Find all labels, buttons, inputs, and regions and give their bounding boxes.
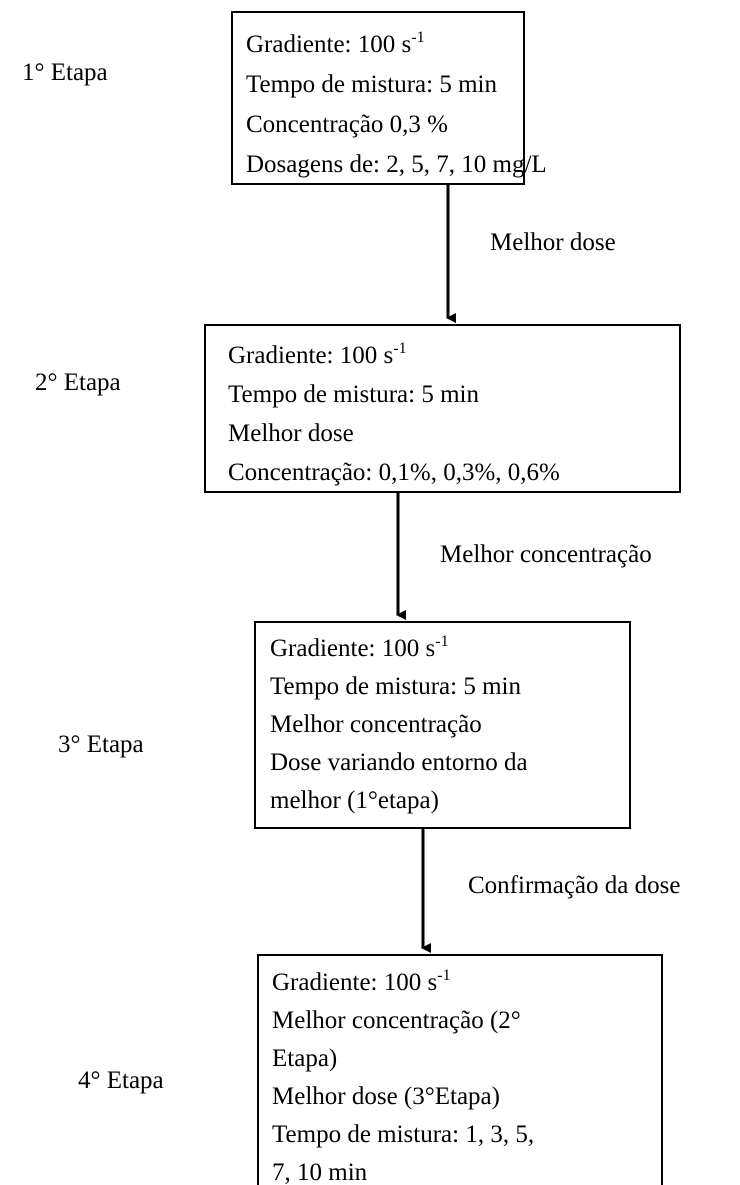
step-line-text: Gradiente: 100 s bbox=[246, 31, 411, 58]
step-line: Gradiente: 100 s-1 bbox=[246, 29, 425, 58]
transition-label: Melhor concentração bbox=[440, 541, 652, 568]
step-line: Melhor dose (3°Etapa) bbox=[272, 1083, 500, 1110]
step-line: melhor (1°etapa) bbox=[270, 787, 439, 814]
step-box bbox=[257, 954, 663, 1185]
step-label: 4° Etapa bbox=[78, 1067, 164, 1094]
step-line-text: Gradiente: 100 s bbox=[228, 342, 393, 369]
step-line: Tempo de mistura: 5 min bbox=[246, 71, 497, 98]
step-line: Tempo de mistura: 5 min bbox=[228, 381, 479, 408]
step-label: 3° Etapa bbox=[58, 731, 144, 758]
step-line-text: Gradiente: 100 s bbox=[272, 969, 437, 996]
transition-label: Confirmação da dose bbox=[468, 872, 680, 899]
step-line-text: Gradiente: 100 s bbox=[270, 635, 435, 662]
step-line: Tempo de mistura: 1, 3, 5, bbox=[272, 1121, 534, 1148]
superscript: -1 bbox=[437, 967, 450, 984]
step-line: 7, 10 min bbox=[272, 1159, 368, 1185]
step-line: Dose variando entorno da bbox=[270, 749, 528, 776]
transition-label: Melhor dose bbox=[490, 229, 616, 256]
step-line: Melhor concentração (2° bbox=[272, 1007, 521, 1034]
step-label: 1° Etapa bbox=[22, 59, 108, 86]
step-line: Gradiente: 100 s-1 bbox=[272, 967, 451, 996]
superscript: -1 bbox=[435, 633, 448, 650]
step-line: Concentração: 0,1%, 0,3%, 0,6% bbox=[228, 459, 560, 486]
step-line: Concentração 0,3 % bbox=[246, 111, 448, 138]
step-box bbox=[254, 621, 631, 829]
step-box bbox=[231, 11, 525, 185]
superscript: -1 bbox=[411, 29, 424, 46]
step-line: Tempo de mistura: 5 min bbox=[270, 673, 521, 700]
step-line: Gradiente: 100 s-1 bbox=[228, 340, 407, 369]
step-line: Melhor concentração bbox=[270, 711, 482, 738]
superscript: -1 bbox=[393, 340, 406, 357]
step-line: Etapa) bbox=[272, 1045, 337, 1072]
step-box bbox=[204, 324, 681, 493]
step-line: Melhor dose bbox=[228, 420, 354, 447]
step-label: 2° Etapa bbox=[35, 369, 121, 396]
step-line: Dosagens de: 2, 5, 7, 10 mg/L bbox=[246, 151, 547, 178]
step-line: Gradiente: 100 s-1 bbox=[270, 633, 449, 662]
